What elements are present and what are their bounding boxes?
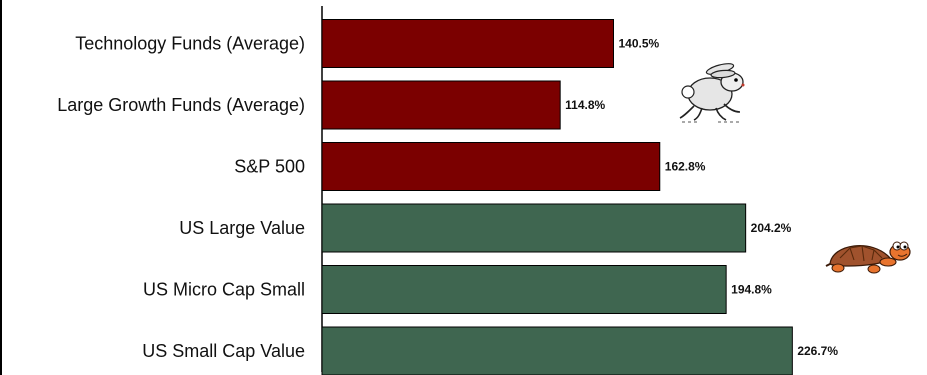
category-label: Technology Funds (Average): [75, 34, 305, 54]
category-label: US Small Cap Value: [142, 341, 305, 361]
value-label: 162.8%: [665, 160, 706, 174]
value-label: 194.8%: [731, 283, 772, 297]
bars-layer: [321, 19, 793, 375]
bar-us-large-value: [321, 203, 747, 253]
rabbit-icon: [679, 63, 745, 123]
labels-layer: Technology Funds (Average) 140.5% Large Gr…: [57, 34, 838, 362]
category-label: Large Growth Funds (Average): [57, 95, 305, 115]
bar-large-growth-funds-average: [321, 80, 561, 130]
value-label: 140.5%: [619, 37, 660, 51]
bar-s-p-500: [321, 142, 661, 191]
category-label: US Micro Cap Small: [143, 280, 305, 300]
category-label: US Large Value: [179, 218, 305, 238]
bar-technology-funds-average: [321, 19, 614, 68]
value-label: 204.2%: [751, 221, 792, 235]
category-label: S&P 500: [234, 157, 305, 177]
bar-us-small-cap-value: [321, 326, 793, 375]
turtle-icon: [825, 241, 911, 274]
value-label: 226.7%: [797, 344, 838, 358]
bar-us-micro-cap-small: [321, 265, 727, 314]
value-label: 114.8%: [565, 98, 605, 112]
